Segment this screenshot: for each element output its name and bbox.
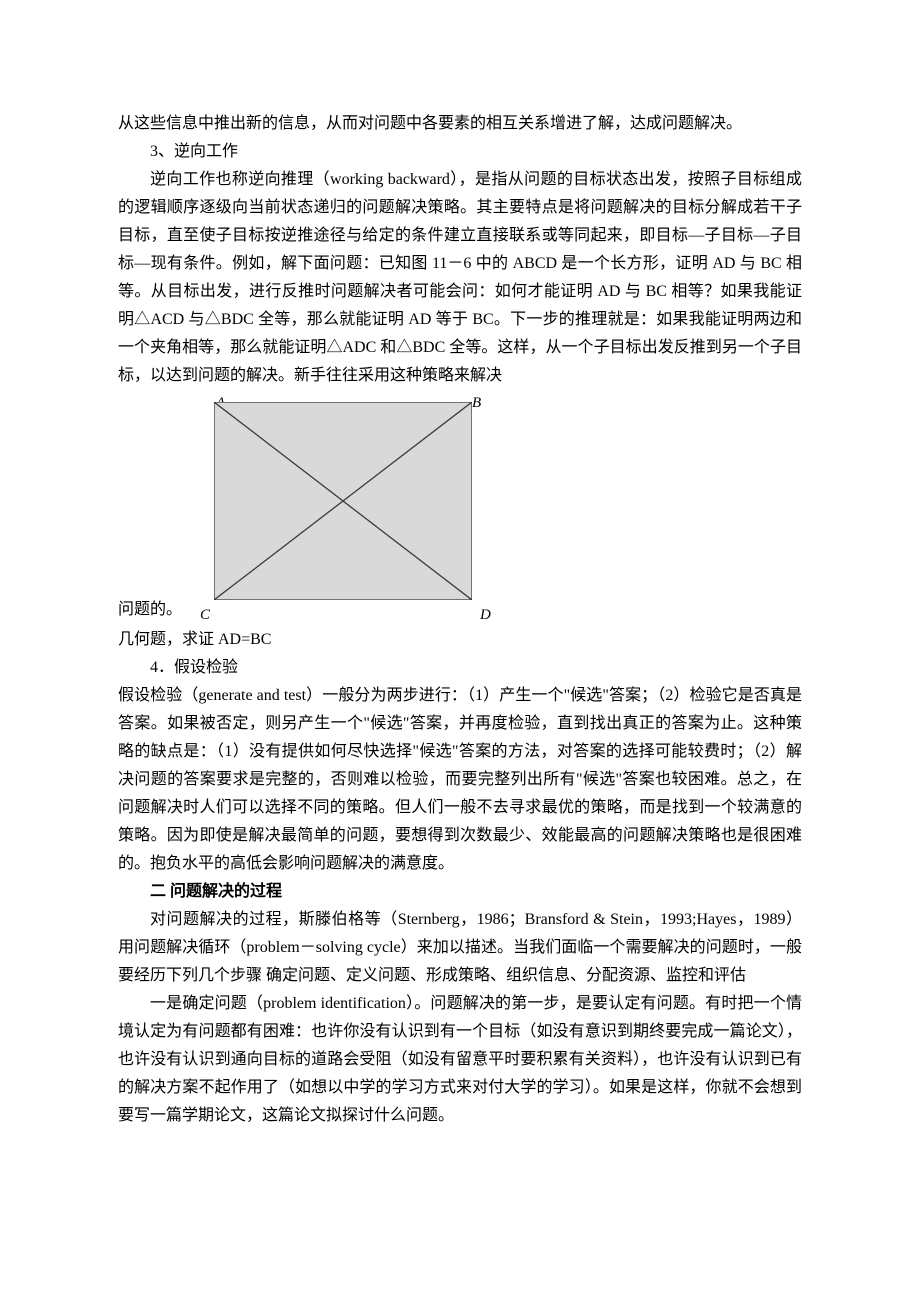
document-page: 从这些信息中推出新的信息，从而对问题中各要素的相互关系增进了解，达成问题解决。 …	[0, 0, 920, 1240]
figure-row: 问题的。 A B C D	[118, 394, 802, 624]
section-3-body: 逆向工作也称逆向推理（working backward），是指从问题的目标状态出…	[118, 166, 802, 390]
vertex-label-b: B	[472, 390, 481, 416]
paragraph-continuation: 从这些信息中推出新的信息，从而对问题中各要素的相互关系增进了解，达成问题解决。	[118, 110, 802, 138]
rectangle-figure: A B C D	[182, 394, 492, 624]
figure-lead-text: 问题的。	[118, 596, 182, 624]
figure-caption: 几何题，求证 AD=BC	[118, 626, 802, 654]
section-3-title: 3、逆向工作	[118, 138, 802, 166]
vertex-label-d: D	[480, 602, 491, 628]
step-1-paragraph: 一是确定问题（problem identification）。问题解决的第一步，…	[118, 990, 802, 1130]
section-4-title: 4．假设检验	[118, 654, 802, 682]
rectangle-diagram-svg	[214, 402, 472, 600]
process-paragraph: 对问题解决的过程，斯滕伯格等（Sternberg，1986；Bransford …	[118, 906, 802, 990]
heading-2: 二 问题解决的过程	[118, 878, 802, 906]
section-4-body: 假设检验（generate and test）一般分为两步进行：（1）产生一个"…	[118, 682, 802, 878]
vertex-label-c: C	[200, 602, 210, 628]
